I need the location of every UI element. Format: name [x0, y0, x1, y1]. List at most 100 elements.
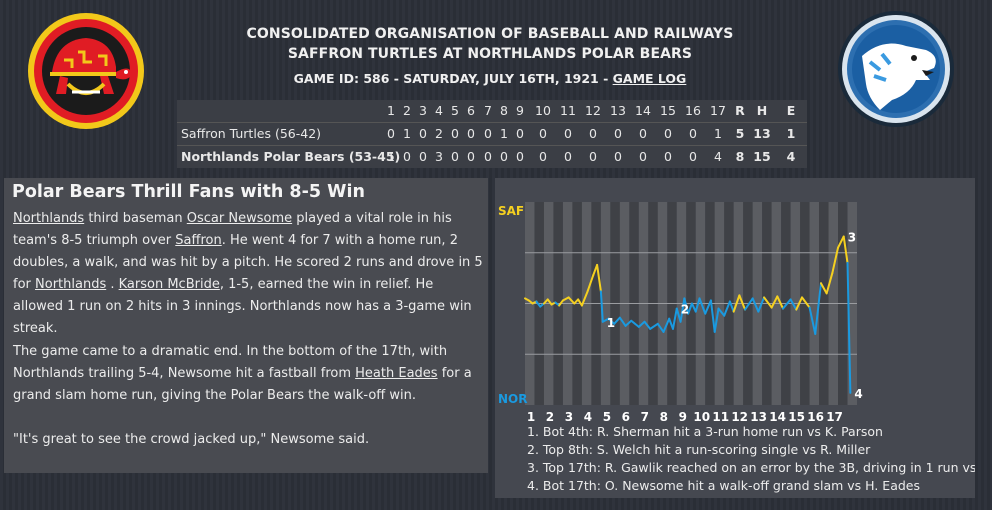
- win-probability-segment: [671, 307, 678, 330]
- game-log-link[interactable]: GAME LOG: [612, 71, 687, 86]
- event-marker: 1: [607, 316, 615, 330]
- y-axis-bottom-label: NOR: [498, 392, 527, 406]
- inning-score: 2: [435, 126, 443, 141]
- inning-score: 0: [451, 149, 459, 164]
- home-team-name[interactable]: Northlands Polar Bears (53-45): [181, 149, 401, 164]
- inning-tick-label: 3: [565, 410, 573, 424]
- win-probability-segment: [770, 295, 779, 309]
- rhe-header: E: [786, 103, 796, 118]
- inning-tick-label: 12: [731, 410, 748, 424]
- win-probability-segment: [637, 320, 646, 328]
- win-probability-segment: [558, 299, 564, 307]
- away-team-name[interactable]: Saffron Turtles (56-42): [181, 126, 322, 141]
- inning-tick-label: 14: [769, 410, 786, 424]
- inning-score: 0: [387, 126, 395, 141]
- inning-tick-label: 5: [603, 410, 611, 424]
- inning-score: 1: [500, 126, 508, 141]
- inning-score: 0: [539, 149, 547, 164]
- story-paragraph-1: Northlands third baseman Oscar Newsome p…: [13, 208, 483, 340]
- inning-tick-label: 11: [712, 410, 729, 424]
- event-marker: 4: [854, 387, 862, 401]
- inning-header: 6: [467, 103, 475, 118]
- inning-score: 0: [664, 126, 672, 141]
- inning-header: 15: [660, 103, 676, 118]
- inning-score: 0: [467, 149, 475, 164]
- player-link-karson-mcbride[interactable]: Karson McBride: [118, 277, 220, 292]
- saffron-turtles-logo: [28, 13, 144, 129]
- win-probability-segment: [732, 294, 741, 313]
- inning-score: 0: [403, 149, 411, 164]
- polar-bears-logo: [838, 11, 954, 127]
- story-text: . He went 4 for 7 with a home run, 2 dou…: [13, 233, 483, 292]
- inning-tick-label: 9: [679, 410, 687, 424]
- team-hits: 15: [753, 149, 771, 164]
- inning-header: 8: [500, 103, 508, 118]
- inning-score: 0: [639, 126, 647, 141]
- inning-score: 3: [435, 149, 443, 164]
- win-probability-segment: [698, 297, 707, 315]
- win-probability-segment: [546, 298, 553, 306]
- win-probability-segment: [814, 282, 822, 335]
- team-errors: 4: [786, 149, 796, 164]
- league-name: CONSOLIDATED ORGANISATION OF BASEBALL AN…: [246, 26, 734, 42]
- inning-header: 12: [585, 103, 601, 118]
- win-probability-segment: [535, 300, 542, 308]
- inning-header: 13: [610, 103, 626, 118]
- inning-score: 0: [516, 149, 524, 164]
- win-probability-segment: [751, 297, 760, 313]
- win-probability-segment: [643, 320, 652, 330]
- win-probability-segment: [738, 294, 747, 311]
- inning-score: 0: [564, 149, 572, 164]
- win-probability-segment: [599, 290, 604, 323]
- inning-header: 14: [635, 103, 651, 118]
- matchup-title: SAFFRON TURTLES AT NORTHLANDS POLAR BEAR…: [287, 46, 693, 62]
- inning-tick-label: 10: [693, 410, 710, 424]
- win-probability-segment: [561, 296, 570, 302]
- inning-score: 0: [500, 149, 508, 164]
- rhe-header: H: [756, 103, 768, 118]
- inning-score: 0: [614, 126, 622, 141]
- win-probability-segment: [630, 319, 640, 328]
- win-probability-segment: [601, 317, 610, 323]
- story-paragraph-2: The game came to a dramatic end. In the …: [13, 341, 483, 407]
- player-link-heath-eades[interactable]: Heath Eades: [355, 366, 438, 381]
- inning-tick-label: 6: [622, 410, 630, 424]
- inning-tick-label: 15: [788, 410, 805, 424]
- team-link-northlands[interactable]: Northlands: [13, 211, 85, 226]
- win-probability-segment: [687, 302, 693, 315]
- win-probability-panel: SAF NOR 1 2 3 4 5 6 7 8 9 10 11 12 13 14 15 16 17 1 2 3 4 1. B…: [495, 178, 975, 498]
- player-link-oscar-newsome[interactable]: Oscar Newsome: [186, 211, 293, 226]
- win-probability-segment: [656, 322, 665, 333]
- inning-tick-label: 7: [641, 410, 649, 424]
- team-runs: 8: [735, 149, 745, 164]
- team-link-saffron[interactable]: Saffron: [175, 233, 222, 248]
- inning-header: 9: [516, 103, 524, 118]
- inning-tick-label: 17: [826, 410, 843, 424]
- inning-header: 16: [685, 103, 701, 118]
- inning-tick-label: 8: [660, 410, 668, 424]
- win-probability-segment: [825, 272, 834, 295]
- win-probability-segment: [842, 235, 849, 264]
- y-axis-top-label: SAF: [498, 204, 524, 218]
- inning-score: 1: [403, 126, 411, 141]
- team-link-northlands[interactable]: Northlands: [35, 277, 107, 292]
- inning-score: 1: [387, 149, 395, 164]
- win-probability-segment: [713, 307, 720, 333]
- win-probability-segment: [846, 261, 852, 394]
- win-probability-segment: [744, 297, 754, 311]
- event-marker: 2: [681, 303, 689, 317]
- win-probability-segment: [580, 290, 589, 307]
- key-event-item: 3. Top 17th: R. Gawlik reached on an err…: [527, 460, 975, 475]
- linescore-header-row: 1 2 3 4 5 6 7 8 9 10 11 12 13 14 15 16 17 R H E: [177, 100, 807, 122]
- win-probability-segment: [837, 235, 845, 249]
- win-probability-segment: [586, 274, 595, 293]
- win-probability-segment: [763, 296, 773, 309]
- story-text: for a grand slam home run, giving the Po…: [13, 366, 472, 403]
- game-story-panel: Polar Bears Thrill Fans with 8-5 Win Nor…: [4, 178, 488, 473]
- inning-score: 0: [451, 126, 459, 141]
- inning-header: 1: [387, 103, 395, 118]
- win-probability-segment: [819, 282, 828, 295]
